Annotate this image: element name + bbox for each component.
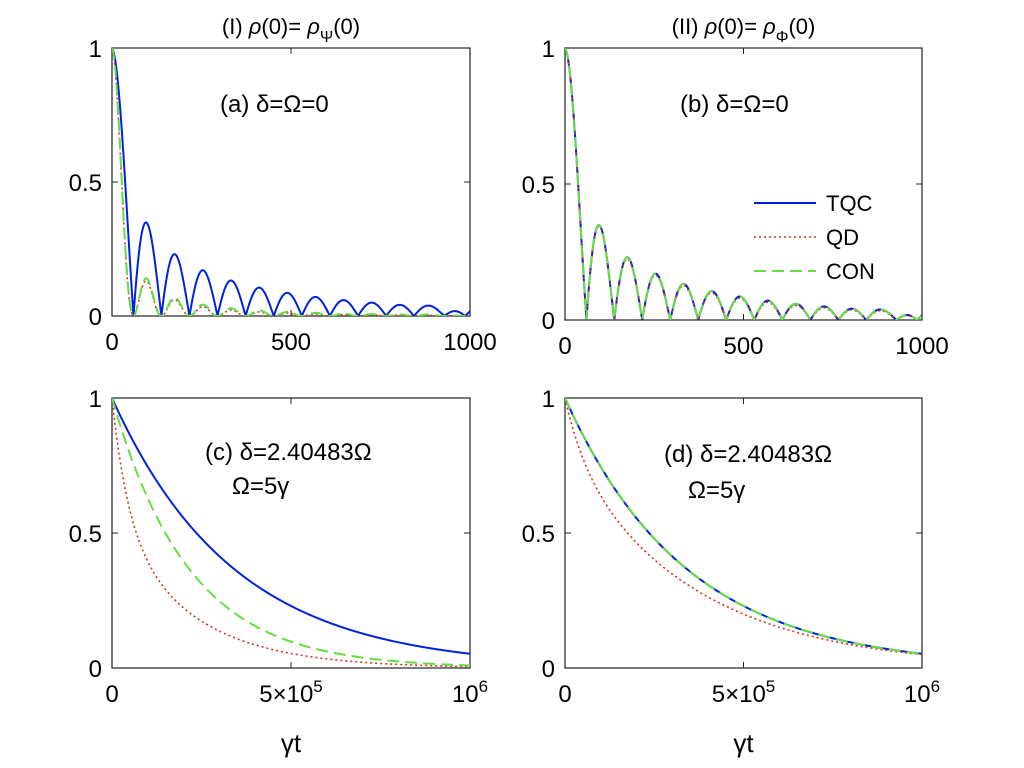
panel-a-axes-box bbox=[111, 47, 471, 317]
series-con-line bbox=[565, 398, 922, 655]
panel-a: 0 500 1000 0 0.5 1 (a) δ=Ω=0 (I) ρ(0)= ρΨ(0) bbox=[69, 14, 497, 356]
y-tick-label: 0.5 bbox=[522, 172, 555, 199]
panel-d: 0 5×105 106 0 0.5 1 (d) δ=2.40483Ω Ω=5γ γt bbox=[522, 386, 940, 758]
y-tick-label: 1 bbox=[89, 36, 102, 63]
series-qd-line bbox=[565, 398, 922, 656]
x-tick-label: 106 bbox=[452, 677, 488, 708]
x-axis-label: γt bbox=[733, 728, 754, 758]
y-tick-label: 0.5 bbox=[522, 521, 555, 548]
x-tick-label: 5×105 bbox=[712, 677, 776, 708]
y-tick-label: 0 bbox=[542, 308, 555, 335]
panel-b-axes-box bbox=[564, 47, 923, 321]
y-tick-label: 1 bbox=[89, 386, 102, 413]
panel-d-annotation: (d) δ=2.40483Ω bbox=[664, 441, 832, 468]
legend-label-qd: QD bbox=[826, 225, 859, 250]
y-tick-label: 1 bbox=[542, 386, 555, 413]
y-tick-label: 1 bbox=[542, 36, 555, 63]
x-tick-label: 0 bbox=[558, 681, 571, 708]
panel-a-annotation: (a) δ=Ω=0 bbox=[220, 91, 329, 118]
panel-c-annotation: (c) δ=2.40483Ω bbox=[205, 439, 372, 466]
x-tick-label: 0 bbox=[105, 681, 118, 708]
series-tqc-line bbox=[112, 398, 470, 655]
legend-label-tqc: TQC bbox=[826, 191, 873, 216]
y-tick-label: 0.5 bbox=[69, 521, 102, 548]
y-tick-label: 0 bbox=[542, 656, 555, 683]
y-tick-label: 0.5 bbox=[69, 170, 102, 197]
panel-c-annotation: Ω=5γ bbox=[232, 473, 289, 500]
series-con-line bbox=[112, 398, 470, 667]
series-tqc-line bbox=[112, 48, 470, 316]
x-tick-label: 106 bbox=[904, 677, 940, 708]
x-tick-label: 0 bbox=[558, 333, 571, 360]
x-axis-label: γt bbox=[281, 728, 302, 758]
x-tick-label: 500 bbox=[723, 333, 763, 360]
x-tick-label: 1000 bbox=[895, 333, 948, 360]
legend-label-con: CON bbox=[826, 259, 875, 284]
panel-b-title: (II) ρ(0)= ρΦ(0) bbox=[672, 14, 816, 46]
panel-b: 0 500 1000 0 0.5 1 (b) δ=Ω=0 (II) ρ(0)= ρΦ(0) TQ… bbox=[522, 14, 949, 360]
series-qd-line bbox=[565, 48, 922, 320]
panel-a-title: (I) ρ(0)= ρΨ(0) bbox=[222, 14, 360, 46]
panel-c: 0 5×105 106 0 0.5 1 (c) δ=2.40483Ω Ω=5γ γt bbox=[69, 386, 488, 758]
panel-d-annotation: Ω=5γ bbox=[688, 477, 745, 504]
panel-c-axes-box bbox=[111, 397, 471, 669]
x-tick-label: 1000 bbox=[443, 329, 496, 356]
series-con-line bbox=[565, 48, 922, 320]
x-tick-label: 0 bbox=[105, 329, 118, 356]
panel-b-annotation: (b) δ=Ω=0 bbox=[680, 91, 789, 118]
y-tick-label: 0 bbox=[89, 304, 102, 331]
x-tick-label: 5×105 bbox=[259, 677, 323, 708]
y-tick-label: 0 bbox=[89, 656, 102, 683]
series-qd-line bbox=[112, 398, 470, 668]
panel-d-axes-box bbox=[564, 397, 923, 669]
series-con-line bbox=[112, 48, 470, 316]
x-tick-label: 500 bbox=[271, 329, 311, 356]
